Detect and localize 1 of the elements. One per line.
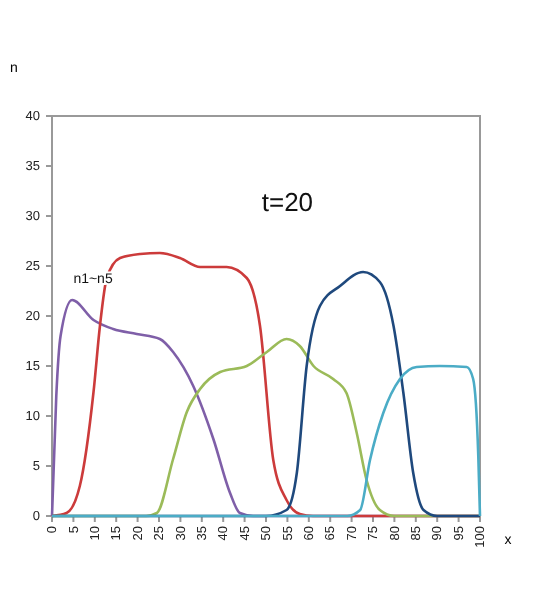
annotation: t=20	[261, 187, 314, 217]
